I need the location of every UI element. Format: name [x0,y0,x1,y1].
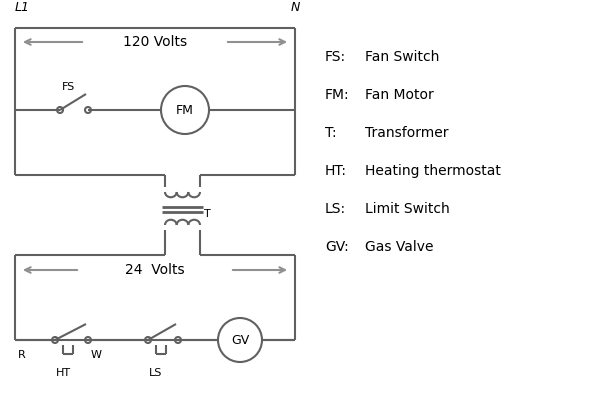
Text: Fan Motor: Fan Motor [365,88,434,102]
Text: LS:: LS: [325,202,346,216]
Text: FM: FM [176,104,194,116]
Text: R: R [18,350,26,360]
Text: HT:: HT: [325,164,347,178]
Text: 120 Volts: 120 Volts [123,35,187,49]
Text: FM:: FM: [325,88,350,102]
Text: Limit Switch: Limit Switch [365,202,450,216]
Text: GV:: GV: [325,240,349,254]
Text: N: N [290,1,300,14]
Text: Transformer: Transformer [365,126,448,140]
Text: LS: LS [149,368,163,378]
Text: W: W [91,350,102,360]
Text: Gas Valve: Gas Valve [365,240,434,254]
Text: FS:: FS: [325,50,346,64]
Text: Fan Switch: Fan Switch [365,50,440,64]
Text: FS: FS [62,82,76,92]
Text: 24  Volts: 24 Volts [125,263,185,277]
Text: L1: L1 [15,1,30,14]
Text: T: T [204,209,211,219]
Text: Heating thermostat: Heating thermostat [365,164,501,178]
Text: GV: GV [231,334,249,346]
Text: HT: HT [55,368,71,378]
Circle shape [161,86,209,134]
Circle shape [218,318,262,362]
Text: T:: T: [325,126,337,140]
